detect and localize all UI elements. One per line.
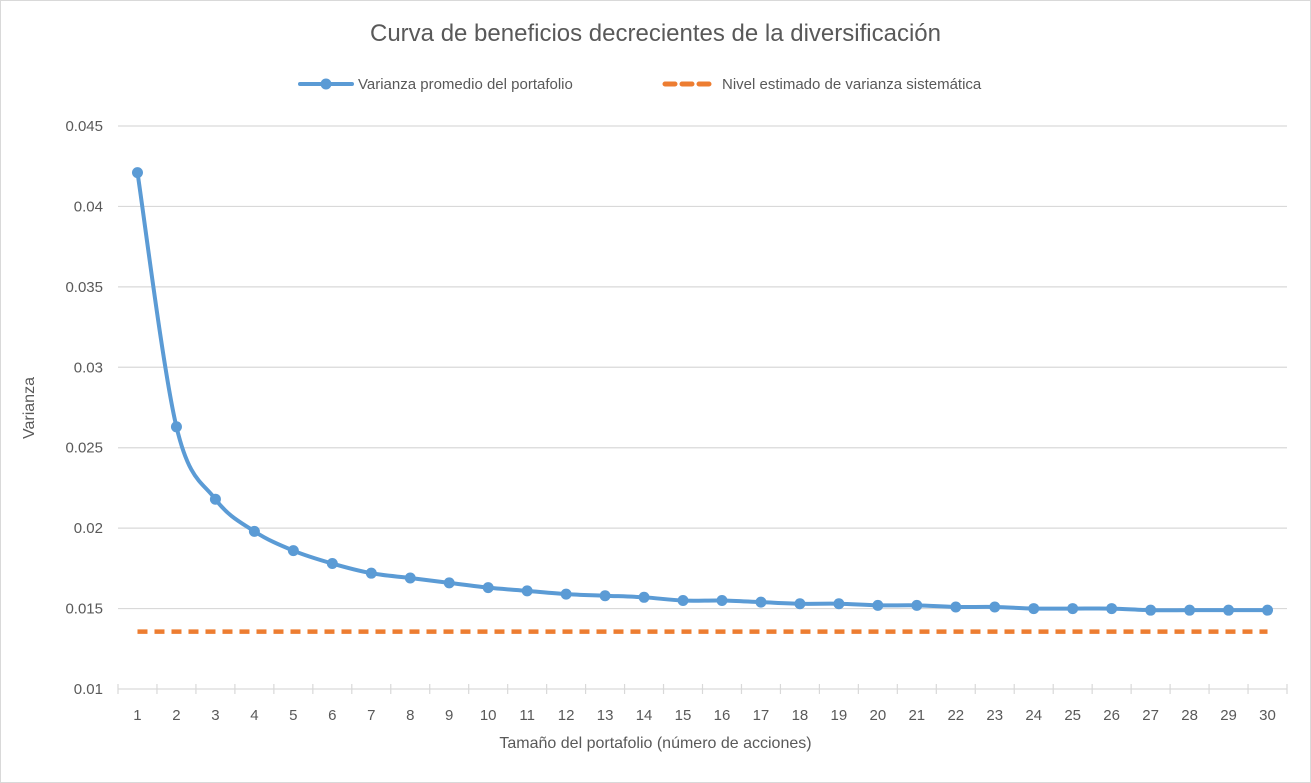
data-point-marker[interactable]	[833, 598, 845, 610]
legend: Varianza promedio del portafolio Nivel e…	[0, 74, 1311, 96]
x-tick-label: 21	[908, 707, 925, 724]
data-point-marker[interactable]	[170, 421, 182, 433]
data-point-marker[interactable]	[560, 588, 572, 600]
x-tick-label: 4	[250, 707, 258, 724]
x-tick-label: 26	[1103, 707, 1120, 724]
data-point-marker[interactable]	[989, 601, 1001, 613]
legend-item-systematic-variance[interactable]: Nivel estimado de varianza sistemática	[662, 74, 981, 94]
x-tick-label: 13	[597, 707, 614, 724]
y-tick-label: 0.02	[74, 520, 103, 537]
data-point-marker[interactable]	[755, 596, 767, 608]
x-tick-label: 11	[519, 707, 535, 724]
data-point-marker[interactable]	[482, 582, 494, 594]
x-tick-label: 29	[1220, 707, 1237, 724]
data-point-marker[interactable]	[209, 493, 221, 505]
data-point-marker[interactable]	[131, 167, 143, 179]
y-tick-label: 0.025	[65, 440, 103, 457]
x-axis: 1 2 3 4 5 6 7 8 9 10 11 12 13 14 15 16 17 18 19 20 21 22 23 24 2…	[117, 684, 1288, 724]
legend-label: Nivel estimado de varianza sistemática	[722, 75, 982, 93]
x-tick-label: 20	[870, 707, 887, 724]
data-point-marker[interactable]	[1067, 603, 1079, 615]
x-tick-label: 6	[328, 707, 336, 724]
x-tick-label: 18	[792, 707, 809, 724]
x-tick-label: 25	[1064, 707, 1081, 724]
data-point-marker[interactable]	[794, 598, 806, 610]
y-tick-label: 0.04	[74, 198, 103, 215]
data-point-marker[interactable]	[1028, 603, 1040, 615]
y-tick-label: 0.045	[65, 118, 103, 135]
x-tick-label: 16	[714, 707, 731, 724]
x-tick-label: 23	[986, 707, 1003, 724]
data-point-marker[interactable]	[599, 590, 611, 602]
data-point-marker[interactable]	[521, 585, 533, 597]
portfolio-variance-line	[135, 172, 1268, 613]
data-point-marker[interactable]	[404, 572, 416, 584]
x-tick-label: 5	[289, 707, 297, 724]
data-point-marker[interactable]	[1262, 604, 1274, 616]
legend-dashed-line-icon	[662, 81, 718, 87]
x-tick-label: 27	[1142, 707, 1159, 724]
y-axis-ticks: 0.01 0.015 0.02 0.025 0.03 0.035 0.04 0.045	[65, 118, 103, 698]
data-point-marker[interactable]	[365, 567, 377, 579]
x-tick-label: 7	[367, 707, 375, 724]
legend-label: Varianza promedio del portafolio	[358, 75, 573, 93]
data-point-marker[interactable]	[1223, 604, 1235, 616]
x-tick-label: 14	[636, 707, 653, 724]
x-tick-label: 8	[406, 707, 414, 724]
data-point-marker[interactable]	[950, 601, 962, 613]
x-tick-label: 3	[211, 707, 219, 724]
data-point-marker[interactable]	[1106, 603, 1118, 615]
y-tick-label: 0.035	[65, 279, 103, 296]
data-point-marker[interactable]	[287, 545, 299, 557]
x-tick-label: 22	[947, 707, 964, 724]
data-point-marker[interactable]	[677, 595, 689, 607]
x-axis-title: Tamaño del portafolio (número de accione…	[499, 735, 812, 752]
x-tick-label: 24	[1025, 707, 1042, 724]
x-tick-label: 28	[1181, 707, 1198, 724]
y-tick-label: 0.015	[65, 601, 103, 618]
x-tick-label: 12	[558, 707, 575, 724]
chart-title: Curva de beneficios decrecientes de la d…	[370, 20, 941, 47]
x-tick-label: 10	[480, 707, 497, 724]
data-point-marker[interactable]	[326, 558, 338, 570]
x-tick-label: 2	[172, 707, 180, 724]
x-tick-label: 30	[1259, 707, 1276, 724]
x-tick-label: 1	[133, 707, 141, 724]
legend-line-marker-icon	[298, 78, 354, 90]
data-point-marker[interactable]	[248, 525, 260, 537]
y-tick-label: 0.01	[74, 681, 103, 698]
data-point-marker[interactable]	[638, 591, 650, 603]
x-tick-label: 19	[831, 707, 848, 724]
data-point-marker[interactable]	[872, 599, 884, 611]
data-point-marker[interactable]	[1145, 604, 1157, 616]
data-point-marker[interactable]	[1184, 604, 1196, 616]
data-point-marker[interactable]	[443, 577, 455, 589]
y-tick-label: 0.03	[74, 359, 103, 376]
x-tick-label: 9	[445, 707, 453, 724]
series-portfolio-variance	[131, 167, 1274, 616]
data-point-marker[interactable]	[716, 595, 728, 607]
legend-item-portfolio-variance[interactable]: Varianza promedio del portafolio	[298, 74, 573, 94]
x-tick-label: 15	[675, 707, 692, 724]
x-tick-label: 17	[753, 707, 770, 724]
data-point-marker[interactable]	[911, 599, 923, 611]
